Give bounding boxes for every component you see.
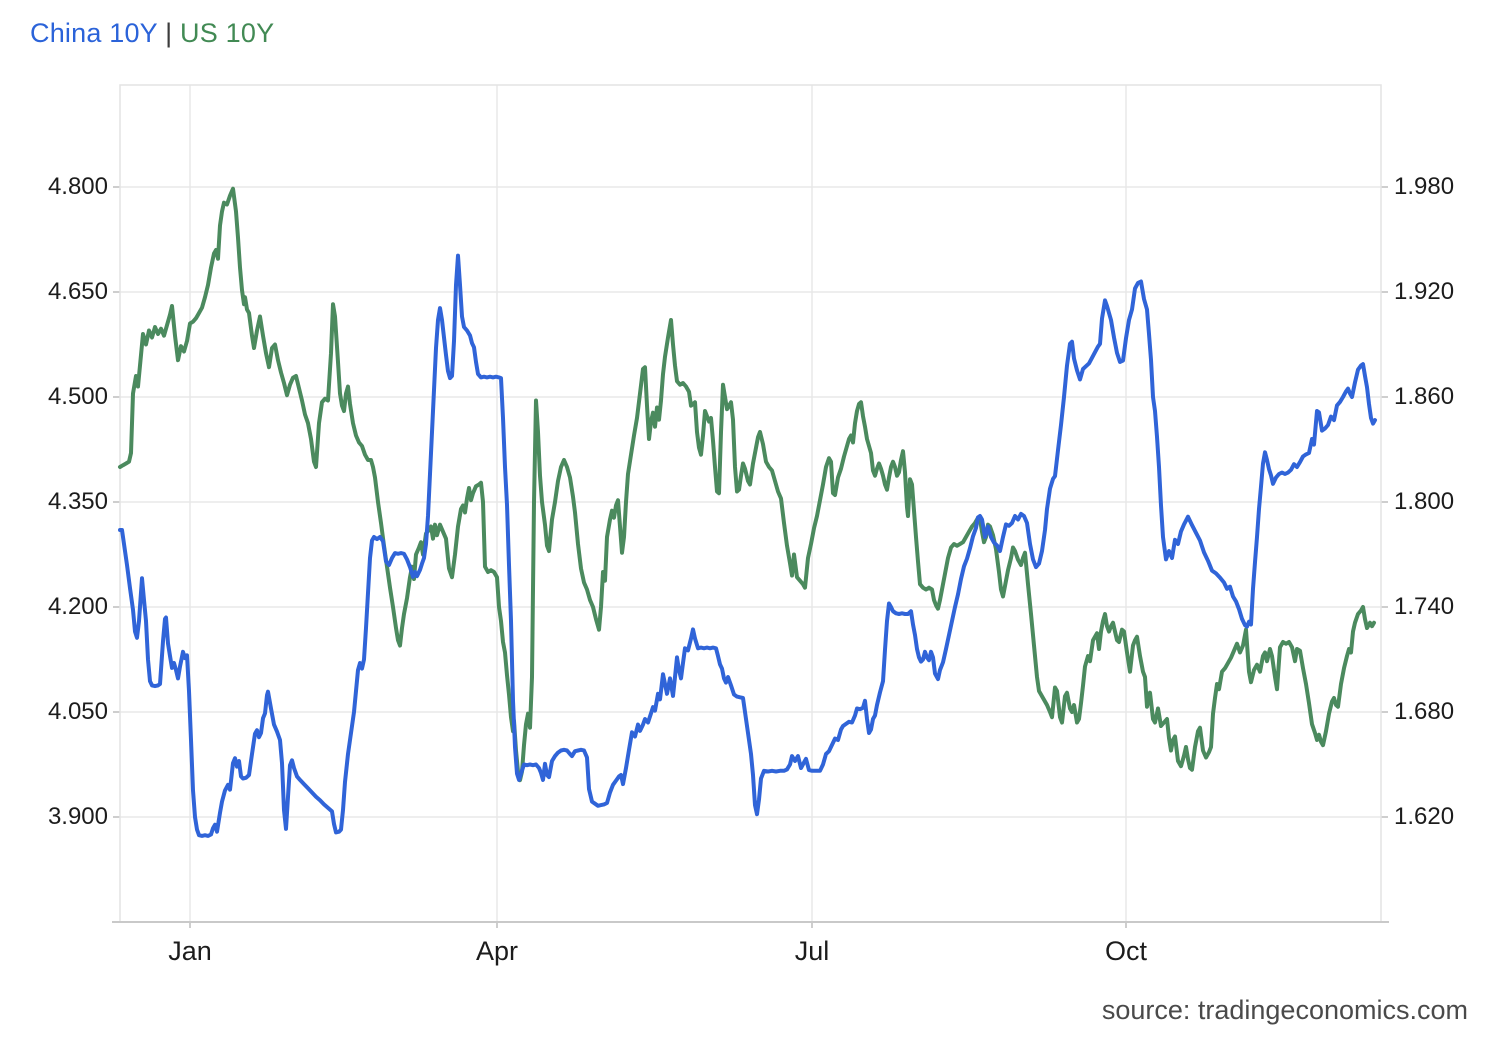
y-axis-label-left: 4.650 [47, 278, 108, 305]
chart-legend: China 10Y | US 10Y [30, 18, 274, 49]
y-axis-label-left: 4.050 [47, 698, 108, 725]
y-axis-label-right: 1.740 [1394, 593, 1455, 620]
y-axis-label-left: 4.350 [47, 488, 108, 515]
y-axis-label-right: 1.920 [1394, 278, 1455, 305]
y-axis-label-left: 4.200 [47, 593, 108, 620]
plot-frame [119, 84, 1382, 923]
x-axis-label-jul: Jul [794, 936, 830, 966]
x-axis-label-apr: Apr [475, 936, 519, 966]
y-axis-label-left: 3.900 [47, 803, 108, 830]
y-axis-label-right: 1.680 [1394, 698, 1455, 725]
y-axis-label-right: 1.980 [1394, 173, 1455, 200]
series-line-china-10y[interactable] [118, 253, 1377, 838]
legend-separator: | [165, 18, 173, 48]
y-axis-label-left: 4.500 [47, 383, 108, 410]
legend-item-us-10y[interactable]: US 10Y [180, 18, 275, 48]
source-attribution: source: tradingeconomics.com [1101, 995, 1468, 1025]
y-axis-label-right: 1.620 [1394, 803, 1455, 830]
x-axis-label-jan: Jan [168, 936, 212, 966]
legend-item-china-10y[interactable]: China 10Y [30, 18, 158, 48]
series-line-us-10y[interactable] [118, 186, 1376, 783]
y-axis-label-right: 1.800 [1394, 488, 1455, 515]
y-axis-label-right: 1.860 [1394, 383, 1455, 410]
x-axis-label-oct: Oct [1104, 936, 1148, 966]
y-axis-label-left: 4.800 [47, 173, 108, 200]
